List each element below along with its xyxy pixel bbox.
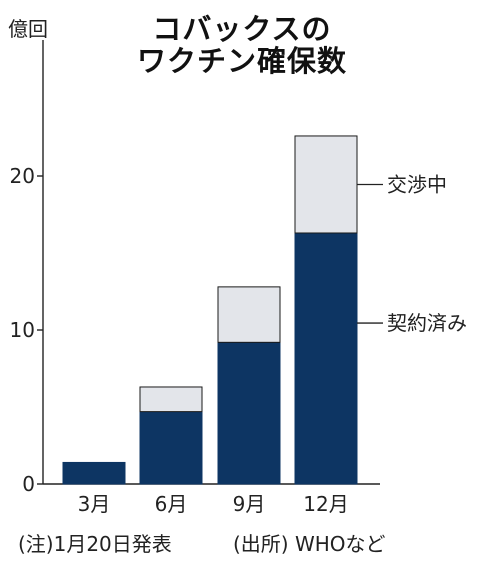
footnote: (注)1月20日発表	[18, 532, 172, 556]
x-tick-label: 6月	[155, 492, 188, 516]
bar-contracted-4	[294, 232, 358, 485]
y-axis-unit-label: 億回	[8, 17, 48, 41]
bar-contracted-2	[139, 411, 203, 485]
legend-label-contracted: 契約済み	[387, 311, 467, 335]
y-tick-label: 0	[22, 472, 35, 496]
y-tick-label: 20	[10, 164, 35, 188]
chart-title-line-1: コバックスの	[152, 12, 332, 46]
y-tick-label: 10	[10, 318, 35, 342]
bar-negotiating-4	[294, 135, 358, 234]
bars: 3月 6月 9月 12月	[62, 135, 358, 516]
bar-contracted-1	[62, 461, 126, 485]
source-note: (出所) WHOなど	[233, 532, 386, 556]
x-tick-label: 9月	[233, 492, 266, 516]
bar-contracted-3	[217, 341, 281, 485]
chart-title-line-2: ワクチン確保数	[136, 44, 347, 78]
bar-negotiating-3	[217, 286, 281, 343]
x-tick-label: 12月	[303, 492, 348, 516]
x-tick-label: 3月	[78, 492, 111, 516]
legend-label-negotiating: 交渉中	[387, 172, 447, 196]
axes: 0 10 20	[10, 40, 380, 496]
bar-negotiating-2	[139, 386, 203, 413]
